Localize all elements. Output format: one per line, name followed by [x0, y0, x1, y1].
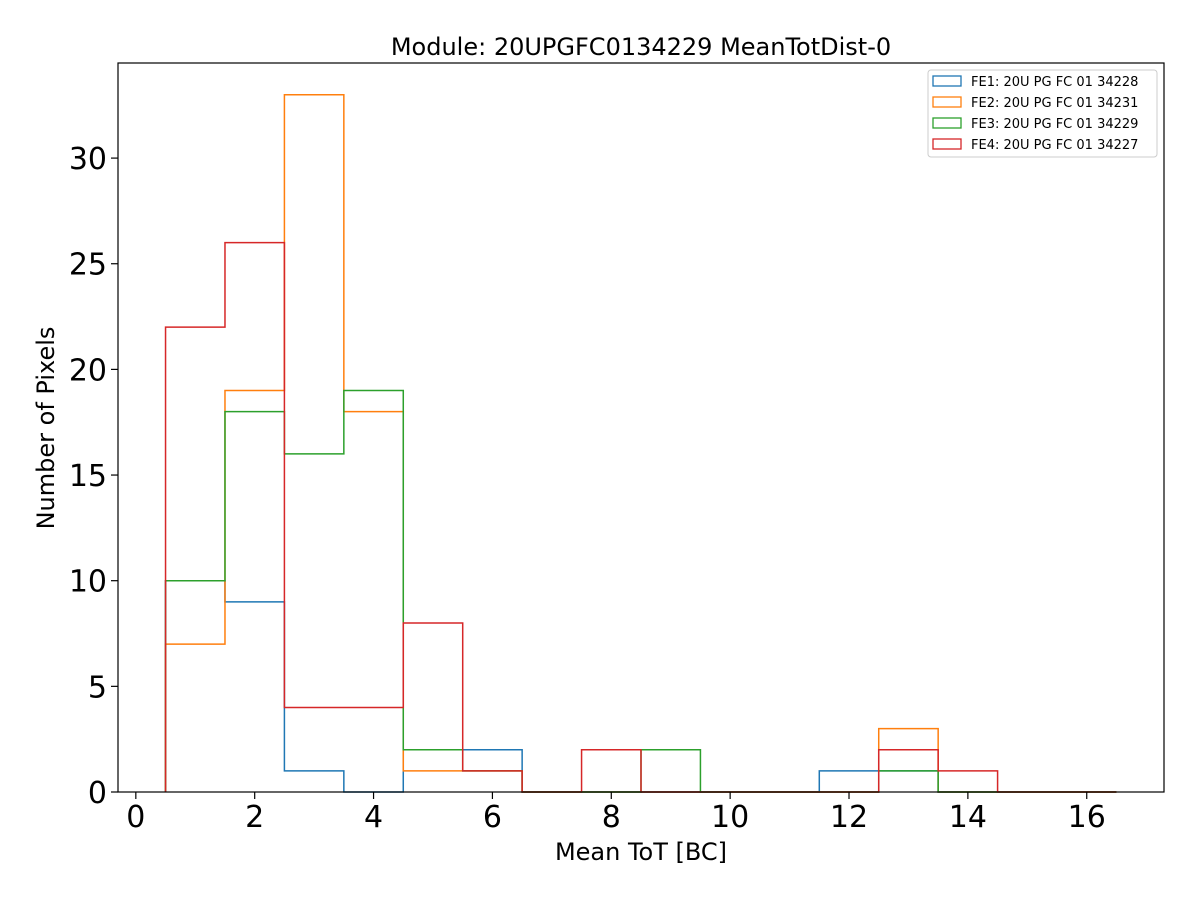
legend-swatch-3	[932, 117, 962, 129]
y-tick-label: 25	[69, 248, 107, 283]
x-axis-label: Mean ToT [BC]	[555, 838, 727, 866]
legend-label-2: FE2: 20U PG FC 01 34231	[971, 96, 1138, 111]
x-tick-label: 0	[126, 800, 145, 835]
histogram-series-2	[164, 93, 1117, 793]
x-tick-label: 12	[830, 800, 868, 835]
x-tick-label: 10	[711, 800, 749, 835]
x-tick-label: 16	[1068, 800, 1106, 835]
y-tick-label: 30	[69, 142, 107, 177]
histogram-series-3	[164, 389, 1117, 793]
legend-label-3: FE3: 20U PG FC 01 34229	[971, 117, 1138, 132]
y-tick-label: 15	[69, 459, 107, 494]
legend-swatch-2	[932, 96, 962, 108]
y-tick-label: 5	[88, 670, 107, 705]
y-tick-label: 10	[69, 565, 107, 600]
x-tick-label: 6	[483, 800, 502, 835]
x-tick-label: 2	[245, 800, 264, 835]
legend-label-1: FE1: 20U PG FC 01 34228	[971, 75, 1138, 90]
x-tick-label: 8	[602, 800, 621, 835]
legend-box	[927, 69, 1158, 158]
chart-title: Module: 20UPGFC0134229 MeanTotDist-0	[391, 33, 891, 61]
y-tick-label: 20	[69, 353, 107, 388]
y-tick-label: 0	[88, 776, 107, 811]
x-tick-label: 4	[364, 800, 383, 835]
x-tick-label: 14	[949, 800, 987, 835]
plot-frame	[117, 62, 1165, 793]
y-axis-label: Number of Pixels	[32, 327, 60, 530]
legend-label-4: FE4: 20U PG FC 01 34227	[971, 138, 1138, 153]
histogram-series-4	[164, 241, 1117, 793]
legend-swatch-1	[932, 75, 962, 87]
legend-swatch-4	[932, 138, 962, 150]
